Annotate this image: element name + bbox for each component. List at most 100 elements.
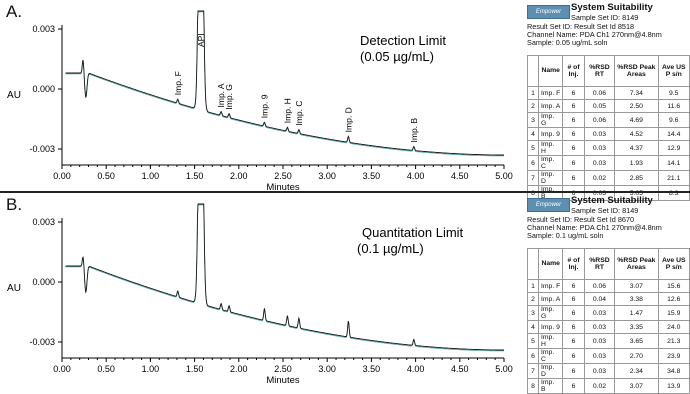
column-header: Ave US P s/n [657,55,690,87]
table-cell: 6 [562,185,585,201]
peak-label: Imp. H [282,98,292,123]
x-tick-label: 1.00 [142,171,160,181]
x-axis-label: Minutes [266,375,300,385]
x-tick-label: 0.00 [53,364,71,374]
peak-label: Imp. 9 [259,94,269,118]
table-cell: 0.03 [583,363,616,379]
table-row: 2 Imp. A 6 0.04 3.38 12.6 [527,292,690,306]
table-cell: 6 [562,320,585,334]
y-tick-label: 0.000 [32,277,55,287]
table-row: 6 Imp. C 6 0.03 1.93 14.1 [527,155,690,171]
table-cell: 1 [527,279,539,293]
table-cell: 6 [562,279,585,293]
table-cell: 21.3 [657,333,690,349]
table-row: 7 Imp. D 6 0.03 2.34 34.8 [527,363,690,379]
table-cell: 6 [562,86,585,100]
sample-name: Sample: 0.05 ug/mL soln [527,38,608,47]
y-tick-label: -0.003 [29,144,55,154]
table-row: 1 Imp. F 6 0.06 7.34 9.5 [527,86,690,100]
table-cell: Imp. B [537,378,564,394]
table-row: 3 Imp. G 6 0.03 1.47 15.9 [527,305,690,321]
column-header: %RSD Peak Areas [614,55,659,87]
table-cell: 3.07 [614,378,659,394]
table-cell: 3 [527,112,539,128]
table-cell: 0.03 [583,333,616,349]
table-cell: 6 [527,348,539,364]
table-cell: 7 [527,363,539,379]
table-cell: Imp. C [537,348,564,364]
table-row: 8 Imp. B 6 0.03 5.05 8.3 [527,185,690,201]
table-row: 8 Imp. B 6 0.02 3.07 13.9 [527,378,690,394]
sample-set-id: Sample Set ID: 8149 [571,13,639,22]
table-cell: 5.05 [614,185,659,201]
x-tick-label: 2.50 [274,364,292,374]
x-tick-label: 3.50 [363,364,381,374]
table-cell: 3.35 [614,320,659,334]
result-set-id: Result Set ID: Result Set Id 8670 [527,215,635,224]
table-cell: 5 [527,140,539,156]
table-cell: 0.02 [583,170,616,186]
trace-overlay [65,204,504,352]
table-cell: 4.69 [614,112,659,128]
result-set-id: Result Set ID: Result Set Id 8518 [527,22,635,31]
table-cell: 6 [562,378,585,394]
x-tick-label: 5.00 [495,171,513,181]
software-logo: Empower [527,198,570,212]
suitability-header: Empower System Suitability Sample Set ID… [527,196,690,241]
table-cell: 3.65 [614,333,659,349]
table-cell: 13.9 [657,378,690,394]
table-cell: 0.06 [583,112,616,128]
column-header: Name [537,55,564,87]
table-cell: 4 [527,127,539,141]
table-cell: 6 [562,140,585,156]
table-cell: 4 [527,320,539,334]
table-cell: 12.6 [657,292,690,306]
x-tick-label: 2.00 [230,171,248,181]
suitability-block-a: Empower System Suitability Sample Set ID… [527,3,690,201]
x-tick-label: 0.00 [53,171,71,181]
table-cell: Imp. A [537,99,564,113]
y-axis-label: AU [7,283,21,294]
y-axis-label: AU [7,90,21,101]
table-cell: Imp. F [537,279,564,293]
table-cell: 0.05 [583,99,616,113]
peak-label: Imp. A [216,83,226,107]
table-cell: 1.93 [614,155,659,171]
x-tick-label: 4.50 [451,171,469,181]
table-cell: 24.0 [657,320,690,334]
table-cell: 5 [527,333,539,349]
table-cell: Imp. D [537,170,564,186]
table-row: 6 Imp. C 6 0.03 2.70 23.9 [527,348,690,364]
table-cell: 4.37 [614,140,659,156]
table-cell: 7 [527,170,539,186]
table-cell: 34.8 [657,363,690,379]
table-cell: 6 [562,348,585,364]
table-cell: 2 [527,99,539,113]
column-header: # of Inj. [562,55,585,87]
table-cell: 0.03 [583,305,616,321]
y-tick-label: -0.003 [29,337,55,347]
y-tick-label: 0.003 [32,24,55,34]
x-tick-label: 1.50 [186,364,204,374]
chromatogram-b: 0.003 0.000 -0.003 AU 0.00 0.50 1.00 1.50 2.00 2.… [7,203,513,385]
suitability-table-a: Name # of Inj. %RSD RT %RSD Peak Areas Ave U… [527,55,690,201]
table-cell: Imp. 9 [537,127,564,141]
suitability-header: Empower System Suitability Sample Set ID… [527,3,690,48]
column-header: Ave US P s/n [657,248,690,280]
chromatogram-a: 0.003 0.000 -0.003 AU 0.00 0.50 1.00 1.50 2.00 2.… [7,10,513,192]
x-tick-label: 3.00 [318,171,336,181]
y-tick-label: 0.003 [32,217,55,227]
column-header: Name [537,248,564,280]
y-tick-label: 0.000 [32,84,55,94]
column-header: %RSD RT [583,55,616,87]
limit-concentration: (0.1 µg/mL) [357,241,424,256]
table-cell: 2.34 [614,363,659,379]
table-cell: 8 [527,378,539,394]
table-cell: 23.9 [657,348,690,364]
x-tick-label: 4.50 [451,364,469,374]
table-row: 4 Imp. 9 6 0.03 4.52 14.4 [527,127,690,141]
panel-letter: B. [6,195,23,214]
table-cell: 0.06 [583,279,616,293]
table-cell: 0.03 [583,140,616,156]
table-cell: 4.52 [614,127,659,141]
